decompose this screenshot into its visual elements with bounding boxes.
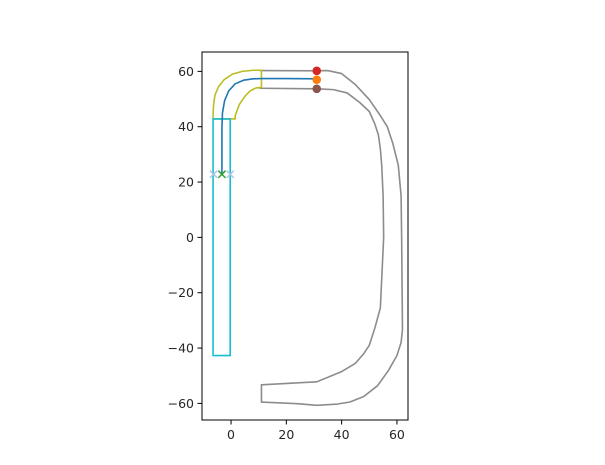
x-tick-label-2: 40 [334, 427, 350, 442]
y-tick-label-6: 60 [178, 64, 194, 79]
x-tick-label-3: 60 [389, 427, 405, 442]
y-tick-label-2: −20 [168, 285, 194, 300]
series-line-planned-path [221, 77, 318, 176]
axes-frame [201, 51, 409, 421]
series-line-road-outer [259, 69, 404, 407]
point-start-center-0 [217, 170, 227, 179]
y-tick-label-4: 20 [178, 175, 194, 190]
point-goal-end-0 [312, 84, 322, 94]
series-line-road-inner [259, 87, 385, 386]
y-tick-label-3: 0 [186, 230, 194, 245]
series-line-lane-box [212, 118, 231, 357]
y-tick-label-5: 40 [178, 119, 194, 134]
point-start-right-0 [226, 170, 235, 179]
x-tick-label-0: 0 [227, 427, 235, 442]
series-layer [209, 66, 404, 407]
point-start-left-0 [209, 170, 218, 179]
axes-background [202, 52, 408, 420]
x-tick-label-1: 20 [278, 427, 294, 442]
y-tick-label-0: −60 [168, 396, 194, 411]
point-start-center-0-stroke-b [217, 170, 227, 179]
point-goal-start-0 [312, 66, 322, 76]
point-goal-mid-0 [312, 75, 322, 84]
tick-layer: 0 20 40 60 −60 −40 −20 0 20 40 60 [168, 64, 405, 442]
point-start-right-0-stroke-b [226, 170, 235, 179]
point-start-left-0-stroke-b [209, 170, 218, 179]
y-tick-label-1: −40 [168, 341, 194, 356]
